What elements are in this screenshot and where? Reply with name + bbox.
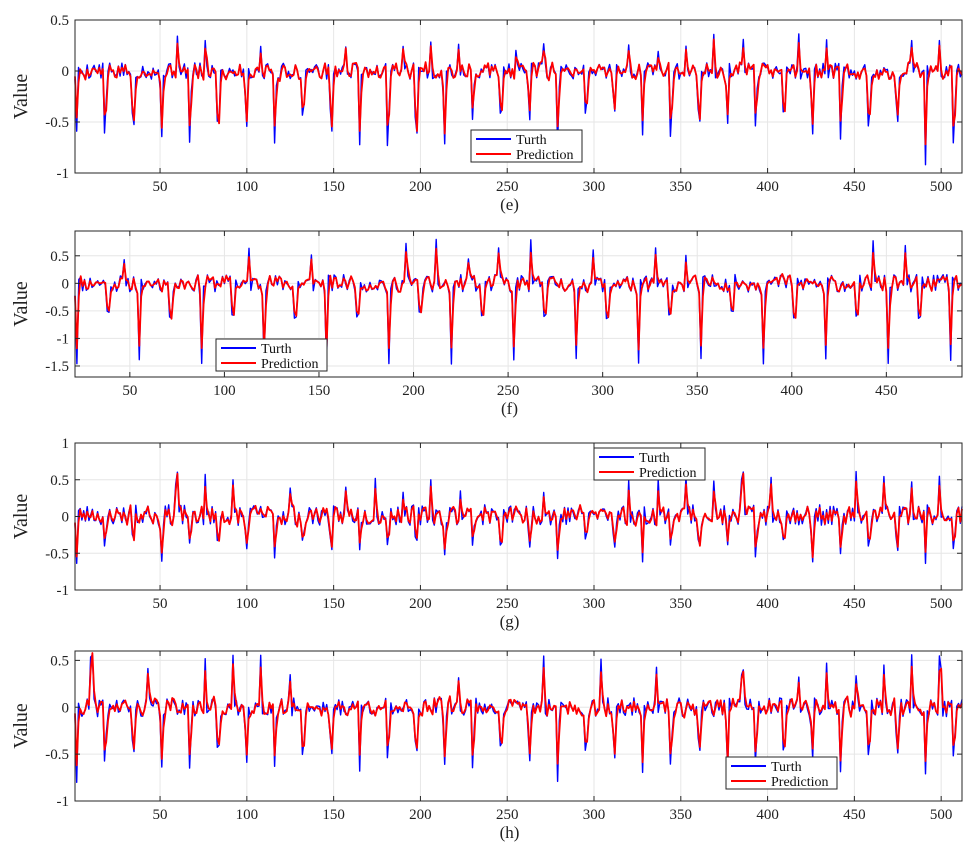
panel-caption: (e) — [500, 195, 519, 214]
x-tick-label: 500 — [930, 596, 953, 612]
x-tick-label: 400 — [756, 807, 779, 823]
x-tick-label: 150 — [308, 383, 331, 399]
x-tick-label: 250 — [496, 807, 519, 823]
y-tick-label: -1 — [57, 331, 70, 347]
x-tick-label: 300 — [583, 596, 606, 612]
axes-frame — [74, 230, 963, 378]
chart-panel-g: 50 100 150 200 250 300 350 400 450 500 -1 -0.5 0 0.5 1… — [10, 436, 963, 631]
series-line-prediction — [74, 652, 963, 767]
x-tick-label: 100 — [236, 179, 259, 195]
x-tick-label: 350 — [670, 596, 693, 612]
panel-caption: (f) — [501, 399, 518, 418]
x-tick-label: 500 — [930, 179, 953, 195]
legend-box — [215, 338, 328, 372]
legend-label-prediction: Prediction — [261, 357, 319, 372]
x-tick-label: 150 — [322, 596, 345, 612]
y-tick-label: -1 — [57, 166, 70, 182]
x-tick-label: 350 — [670, 807, 693, 823]
y-tick-label: 0.5 — [50, 473, 69, 489]
x-tick-label: 100 — [213, 383, 236, 399]
chart-panel-f: 50 100 150 200 250 300 350 400 450 -1.5 -1 -0.5 0 0.5… — [10, 230, 963, 418]
x-tick-label: 50 — [122, 383, 137, 399]
x-tick-label: 200 — [402, 383, 425, 399]
y-tick-label: -0.5 — [45, 115, 69, 131]
series-line-prediction — [74, 247, 963, 352]
y-tick-label: -1 — [57, 583, 70, 599]
y-tick-label: 0 — [62, 64, 70, 80]
legend-label-prediction: Prediction — [771, 775, 829, 790]
x-tick-label: 300 — [583, 807, 606, 823]
axes-frame — [74, 650, 963, 802]
y-tick-label: 0.5 — [50, 249, 69, 265]
y-axis-label: Value — [10, 74, 32, 120]
x-tick-label: 50 — [153, 179, 168, 195]
x-tick-label: 100 — [236, 596, 259, 612]
y-axis-label: Value — [10, 703, 32, 749]
x-tick-label: 350 — [686, 383, 709, 399]
y-tick-label: -0.5 — [45, 747, 69, 763]
x-tick-label: 450 — [843, 596, 866, 612]
legend-box — [725, 756, 838, 790]
y-axis-label: Value — [10, 281, 32, 327]
plot-area — [75, 231, 962, 377]
x-tick-label: 450 — [875, 383, 898, 399]
panel-caption: (g) — [500, 612, 520, 631]
legend-box — [470, 129, 583, 163]
x-tick-label: 50 — [153, 596, 168, 612]
y-tick-label: 0 — [62, 700, 70, 716]
y-tick-label: 0.5 — [50, 13, 69, 29]
y-tick-label: 0 — [62, 276, 70, 292]
x-tick-label: 150 — [322, 179, 345, 195]
x-tick-label: 100 — [236, 807, 259, 823]
x-tick-label: 450 — [843, 807, 866, 823]
x-tick-label: 400 — [781, 383, 804, 399]
legend-label-turth: Turth — [261, 342, 292, 357]
y-tick-label: -1 — [57, 794, 70, 810]
y-tick-label: 0 — [62, 510, 70, 526]
legend-label-turth: Turth — [516, 133, 547, 148]
axes-frame — [74, 19, 963, 174]
legend-box — [593, 447, 706, 481]
y-tick-label: -1.5 — [45, 359, 69, 375]
x-tick-label: 250 — [496, 179, 519, 195]
x-tick-label: 400 — [756, 596, 779, 612]
y-tick-label: 1 — [62, 436, 70, 452]
x-tick-label: 350 — [670, 179, 693, 195]
legend-label-turth: Turth — [639, 451, 670, 466]
x-tick-label: 400 — [756, 179, 779, 195]
x-tick-label: 300 — [583, 179, 606, 195]
x-tick-label: 250 — [496, 596, 519, 612]
y-axis-label: Value — [10, 494, 32, 540]
x-tick-label: 200 — [409, 807, 432, 823]
x-tick-label: 450 — [843, 179, 866, 195]
chart-panel-e: 50 100 150 200 250 300 350 400 450 500 -1 -0.5 0 0.5 V… — [10, 13, 963, 214]
y-tick-label: -0.5 — [45, 304, 69, 320]
x-tick-label: 150 — [322, 807, 345, 823]
x-tick-label: 200 — [409, 596, 432, 612]
legend-label-prediction: Prediction — [516, 148, 574, 163]
series-line-prediction — [74, 472, 963, 559]
legend-label-turth: Turth — [771, 760, 802, 775]
y-tick-label: -0.5 — [45, 546, 69, 562]
x-tick-label: 200 — [409, 179, 432, 195]
panel-caption: (h) — [500, 823, 520, 842]
x-tick-label: 300 — [591, 383, 614, 399]
x-tick-label: 250 — [497, 383, 520, 399]
x-tick-label: 500 — [930, 807, 953, 823]
y-tick-label: 0.5 — [50, 653, 69, 669]
series-line-prediction — [74, 38, 963, 146]
chart-panel-h: 50 100 150 200 250 300 350 400 450 500 -1 -0.5 0 0.5 V… — [10, 650, 963, 842]
x-tick-label: 50 — [153, 807, 168, 823]
legend-label-prediction: Prediction — [639, 466, 697, 481]
